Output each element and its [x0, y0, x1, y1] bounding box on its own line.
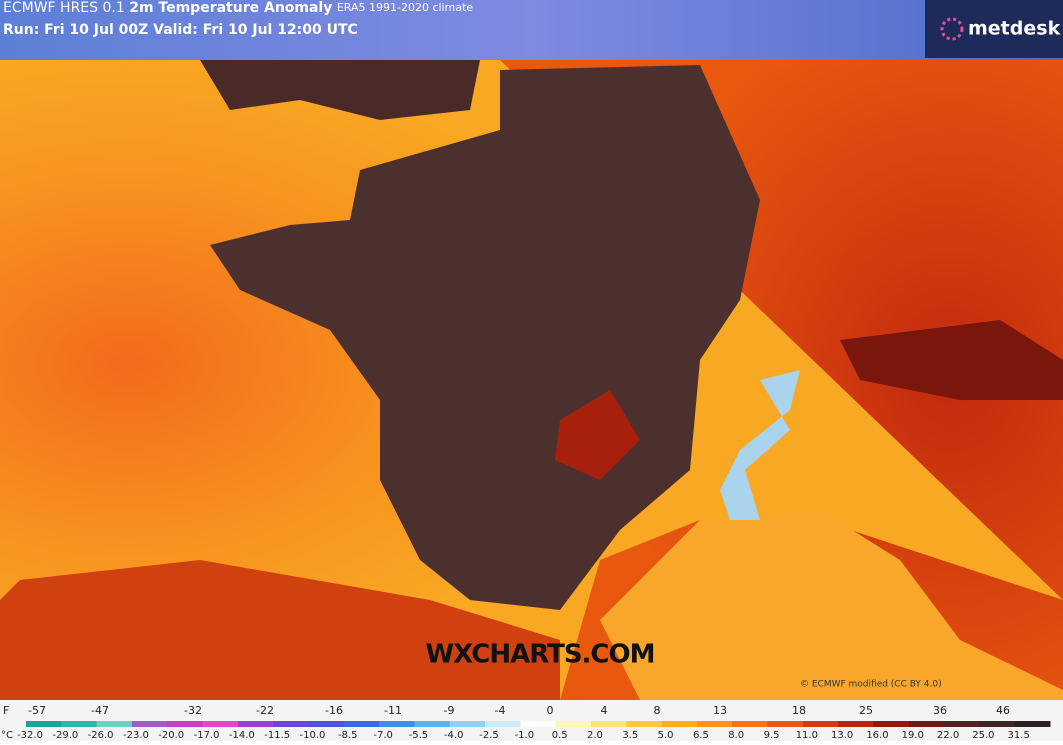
- color-swatch: [979, 721, 1016, 727]
- c-label: 9.5: [764, 730, 780, 741]
- alps-cool-patch: [720, 370, 800, 520]
- f-unit: F: [3, 704, 9, 717]
- c-label: -29.0: [52, 730, 78, 741]
- alps-warm: [840, 320, 1063, 400]
- c-label: -32.0: [17, 730, 43, 741]
- massif-central: [555, 390, 640, 480]
- color-swatch: [414, 721, 451, 727]
- c-label: -14.0: [229, 730, 255, 741]
- color-swatch: [131, 721, 168, 727]
- color-swatch: [61, 721, 98, 727]
- f-label: 36: [933, 704, 947, 717]
- f-label: 0: [547, 704, 554, 717]
- france-anomaly: [210, 65, 760, 610]
- color-swatch: [626, 721, 663, 727]
- color-swatch: [944, 721, 980, 727]
- f-label: 25: [859, 704, 873, 717]
- c-label: -4.0: [444, 730, 464, 741]
- color-swatch: [449, 721, 486, 727]
- southern-england: [200, 60, 480, 120]
- c-label: -5.5: [409, 730, 429, 741]
- c-label: -7.0: [373, 730, 393, 741]
- f-label: -32: [184, 704, 202, 717]
- color-swatch: [732, 721, 769, 727]
- c-label: 6.5: [693, 730, 709, 741]
- logo: metdesk: [968, 18, 1061, 40]
- c-label: 16.0: [866, 730, 888, 741]
- color-swatch: [908, 721, 945, 727]
- model: ECMWF HRES 0.1: [3, 0, 125, 16]
- color-swatch: [1014, 721, 1051, 727]
- c-label: 11.0: [796, 730, 818, 741]
- color-swatch: [308, 721, 345, 727]
- color-swatch: [520, 721, 557, 727]
- color-swatch: [555, 721, 592, 727]
- c-label: -17.0: [194, 730, 220, 741]
- c-label: -26.0: [88, 730, 114, 741]
- f-label: -4: [495, 704, 506, 717]
- c-label: -11.5: [264, 730, 290, 741]
- color-swatch: [873, 721, 910, 727]
- c-label: 13.0: [831, 730, 853, 741]
- c-label: -2.5: [479, 730, 499, 741]
- c-label: 8.0: [728, 730, 744, 741]
- color-swatch: [273, 721, 309, 727]
- c-label: 19.0: [902, 730, 924, 741]
- logo-icon: [940, 17, 964, 41]
- color-swatch: [237, 721, 274, 727]
- color-swatch: [485, 721, 521, 727]
- c-label: -8.5: [338, 730, 358, 741]
- color-bar: [26, 721, 1051, 727]
- c-label: 5.0: [658, 730, 674, 741]
- f-label: 46: [996, 704, 1010, 717]
- color-swatch: [167, 721, 204, 727]
- mediterranean: [600, 510, 1063, 700]
- f-label: 8: [654, 704, 661, 717]
- c-label: 2.0: [587, 730, 603, 741]
- f-label: -47: [91, 704, 109, 717]
- c-label: 3.5: [622, 730, 638, 741]
- c-label: -10.0: [300, 730, 326, 741]
- title: 2m Temperature Anomaly: [129, 0, 332, 16]
- f-label: 13: [713, 704, 727, 717]
- climate: ERA5 1991-2020 climate: [337, 1, 474, 14]
- color-swatch: [696, 721, 733, 727]
- credit: © ECMWF modified (CC BY 4.0): [800, 680, 942, 690]
- f-label: -22: [256, 704, 274, 717]
- c-label: 31.5: [1008, 730, 1030, 741]
- run-info: Run: Fri 10 Jul 00Z Valid: Fri 10 Jul 12…: [3, 22, 358, 38]
- color-swatch: [838, 721, 874, 727]
- color-swatch: [96, 721, 133, 727]
- northern-band: [0, 0, 1063, 60]
- color-swatch: [802, 721, 839, 727]
- color-swatch: [202, 721, 239, 727]
- c-label: -23.0: [123, 730, 149, 741]
- color-swatch: [661, 721, 698, 727]
- f-label: -57: [28, 704, 46, 717]
- logo-box: [925, 0, 1063, 58]
- f-label: 18: [792, 704, 806, 717]
- iberia: [0, 560, 560, 700]
- f-label: -11: [384, 704, 402, 717]
- c-label: -20.0: [158, 730, 184, 741]
- color-swatch: [343, 721, 380, 727]
- f-label: 4: [601, 704, 608, 717]
- land-east: [500, 60, 1063, 700]
- f-label: -9: [444, 704, 455, 717]
- c-label: -1.0: [515, 730, 535, 741]
- c-label: 25.0: [972, 730, 994, 741]
- header-line: ECMWF HRES 0.1 2m Temperature Anomaly ER…: [3, 0, 473, 16]
- c-label: 22.0: [937, 730, 959, 741]
- watermark: WXCHARTS.COM: [425, 640, 654, 670]
- color-swatch: [590, 721, 627, 727]
- color-swatch: [26, 721, 62, 727]
- color-swatch: [379, 721, 415, 727]
- c-unit: °C: [1, 730, 13, 741]
- f-label: -16: [325, 704, 343, 717]
- color-swatch: [767, 721, 804, 727]
- c-label: 0.5: [552, 730, 568, 741]
- legend-background: [0, 700, 1063, 741]
